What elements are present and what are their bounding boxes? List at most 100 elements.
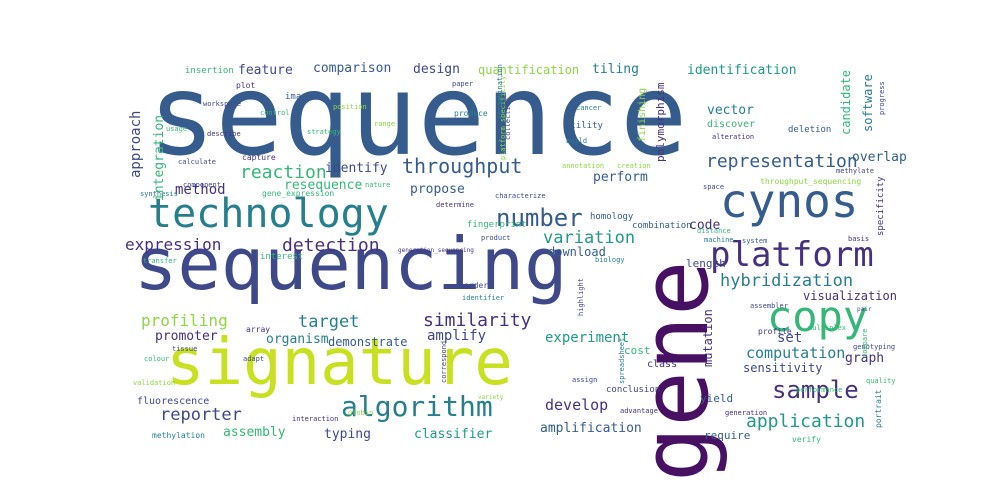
word-design: design	[413, 63, 460, 76]
word-hybridization: hybridization	[720, 273, 853, 290]
word-image: image	[285, 93, 312, 102]
word-advantage: advantage	[620, 408, 658, 415]
word-typing: typing	[324, 428, 371, 441]
word-performance: performance	[796, 387, 842, 394]
word-quality: quality	[866, 378, 896, 385]
word-capture: capture	[242, 154, 276, 162]
word-adapt: adapt	[243, 356, 264, 363]
word-nature: nature	[365, 182, 390, 189]
word-throughput-sequencing: throughput_sequencing	[760, 178, 861, 186]
word-discover: discover	[707, 120, 755, 130]
word-variety: variety	[478, 395, 503, 401]
word-yield: yield	[700, 393, 733, 404]
word-usage: usage	[166, 126, 187, 133]
word-candidate: candidate	[840, 70, 852, 135]
word-length: length	[686, 258, 726, 269]
word-homology: homology	[590, 213, 633, 222]
word-class: class	[647, 360, 677, 370]
word-describe: describe	[207, 131, 241, 138]
word-paper: paper	[452, 81, 473, 88]
word-control: control	[260, 110, 290, 117]
word-biology: biology	[595, 257, 625, 264]
word-creation: creation	[617, 163, 651, 170]
word-mutation: mutation	[702, 309, 714, 367]
word-representation: representation	[706, 153, 858, 171]
word-order: order	[464, 282, 488, 290]
word-assembly: assembly	[223, 426, 286, 439]
word-cost: cost	[624, 345, 651, 356]
word-target: target	[298, 314, 359, 331]
word-vector: vector	[707, 104, 754, 117]
word-fluorescence: fluorescence	[137, 397, 209, 407]
word-gene: gene	[630, 260, 722, 482]
word-methylate: methylate	[836, 168, 874, 175]
word-fingerprint: fingerprint	[467, 221, 527, 230]
word-require: require	[704, 430, 750, 441]
word-basis: basis	[848, 236, 869, 243]
word-position: position	[333, 104, 367, 111]
word-computation: computation	[746, 346, 845, 361]
word-plot: plot	[236, 82, 255, 90]
word-genotyping: genotyping	[853, 344, 895, 351]
word-synthesis: synthesis	[140, 191, 178, 198]
word-polymorphism: polymorphism	[655, 83, 666, 162]
word-promoter: promoter	[155, 330, 218, 343]
word-produce: produce	[454, 110, 488, 118]
word-globin: globin	[348, 410, 373, 417]
word-array: array	[246, 326, 270, 334]
word-assembler: assembler	[750, 303, 788, 310]
word-develop: develop	[545, 398, 608, 413]
word-sensitivity: sensitivity	[743, 362, 822, 374]
word-validation: validation	[133, 380, 175, 387]
word-distance: distance	[697, 228, 731, 235]
word-approach: approach	[129, 111, 143, 178]
word-tissue: tissue	[172, 346, 197, 353]
word-gene-expression: gene_expression	[262, 190, 334, 198]
word-integration: integration	[153, 115, 166, 201]
word-propose: propose	[410, 183, 465, 196]
word-identification: identification	[687, 64, 797, 77]
word-reporter: reporter	[160, 407, 242, 424]
word-profiling: profiling	[141, 313, 228, 329]
word-comparison: comparison	[313, 62, 391, 75]
word-strategy: strategy	[307, 129, 341, 136]
word-demonstrate: demonstrate	[328, 336, 407, 348]
word-amplify: amplify	[427, 329, 486, 343]
word-colour: colour	[144, 356, 169, 363]
word-profile: profile	[758, 328, 792, 336]
word-portrait: portrait	[875, 389, 883, 428]
word-pair: pair	[857, 307, 871, 313]
word-interaction: interaction	[292, 416, 338, 423]
word-feature: feature	[238, 64, 293, 77]
word-verify: verify	[792, 436, 821, 444]
word-range: range	[374, 121, 395, 128]
word-combination: combination	[632, 222, 692, 231]
word-amplification: amplification	[540, 422, 642, 435]
word-characterize: characterize	[495, 193, 546, 200]
word-compare: compare	[862, 328, 869, 358]
word-spreadsheet: spreadsheet	[619, 338, 626, 384]
word-assign: assign	[572, 377, 597, 384]
word-experiment: experiment	[545, 331, 629, 345]
word-system: system	[742, 238, 767, 245]
word-generation-sequencing: generation_sequencing	[398, 248, 474, 254]
word-component: component	[183, 182, 221, 189]
word-classifier: classifier	[414, 428, 492, 441]
word-recombination: recombination	[497, 64, 504, 119]
word-methylation: methylation	[152, 432, 205, 440]
word-finishing: finishing	[638, 88, 648, 142]
word-quantification: quantification	[478, 64, 579, 76]
word-alteration: alteration	[712, 134, 754, 141]
word-annotation: annotation	[562, 163, 604, 170]
word-generation: generation	[725, 410, 767, 417]
word-highlight: highlight	[578, 278, 585, 316]
word-conclusion: conclusion	[606, 386, 660, 395]
word-deletion: deletion	[788, 126, 831, 135]
word-visualization: visualization	[803, 290, 897, 302]
word-perform: perform	[593, 171, 648, 184]
word-technology: technology	[148, 194, 389, 234]
word-machine: machine	[704, 237, 734, 244]
word-workspace: workspace	[203, 101, 241, 108]
word-tiling: tiling	[592, 63, 639, 76]
